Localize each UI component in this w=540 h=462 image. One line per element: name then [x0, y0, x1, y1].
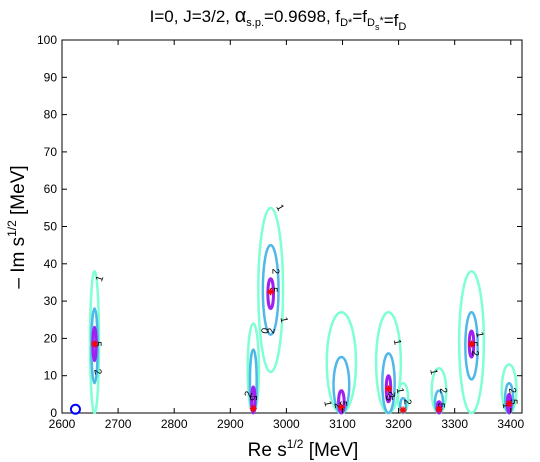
y-tick-label: 100: [37, 33, 57, 47]
contour-level-5: [250, 385, 257, 415]
contour-level-1: [88, 270, 101, 415]
pole-marker: [91, 340, 99, 348]
contour-label: 5: [507, 399, 518, 405]
contour-label: 2: [243, 389, 255, 398]
pole-marker: [267, 288, 275, 296]
y-axis-title: – Im s1/2 [MeV]: [5, 165, 29, 288]
x-tick-label: 2900: [217, 417, 244, 431]
contour-label: 1: [94, 274, 106, 283]
y-tick-label: 40: [44, 257, 58, 271]
contour-label: 0: [260, 327, 272, 335]
y-tick-label: 80: [44, 108, 58, 122]
y-tick-label: 60: [44, 182, 58, 196]
y-tick-label: 0: [50, 406, 57, 420]
pole-marker: [249, 405, 257, 413]
contour-label: 1: [391, 338, 403, 346]
pole-marker-stroke: [338, 404, 345, 411]
pole-marker: [505, 400, 513, 408]
chart-title: I=0, J=3/2, αs.p.=0.9698, fD*=fDs*=fD: [150, 5, 407, 33]
x-tick-label: 2600: [49, 417, 76, 431]
y-tick-label: 20: [44, 331, 58, 345]
contour-label: 2: [469, 351, 480, 357]
contour-label: 1: [427, 368, 439, 376]
x-tick-label: 3200: [385, 417, 412, 431]
contour-label: 1: [500, 402, 512, 410]
y-tick-label: 30: [44, 294, 58, 308]
pole-marker: [384, 385, 392, 393]
contour-label: 2: [506, 387, 518, 395]
contour-label: 2: [270, 268, 281, 274]
contour-label: 1: [394, 387, 406, 395]
contour-label: 1: [473, 331, 485, 339]
y-tick-label: 90: [44, 70, 58, 84]
pole-marker: [337, 403, 345, 411]
pole-marker-stroke: [400, 407, 407, 413]
pole-markers: [69, 288, 513, 415]
pole-marker-stroke: [506, 400, 513, 407]
open-circle-marker: [69, 403, 81, 415]
x-tick-label: 3000: [273, 417, 300, 431]
x-tick-label: 3100: [329, 417, 356, 431]
contour-label: 2: [387, 390, 399, 398]
x-tick-label: 3400: [497, 417, 524, 431]
y-tick-label: 70: [44, 145, 58, 159]
contour-label: 2: [401, 399, 412, 405]
pole-marker-stroke: [250, 405, 257, 412]
contour-level-5: [266, 277, 275, 311]
contour-label: 2: [331, 402, 343, 410]
contour-level-1: [257, 206, 285, 374]
contour-label: 2: [91, 368, 103, 376]
pole-marker: [399, 406, 407, 414]
pole-marker-stroke: [91, 341, 98, 347]
x-tick-label: 3300: [441, 417, 468, 431]
contour-label: 5: [435, 403, 446, 409]
pole-marker-stroke: [385, 385, 392, 392]
contour-label: 1: [278, 316, 290, 324]
contour-level-5: [337, 389, 346, 415]
y-tick-label: 50: [44, 220, 58, 234]
contour-level-1: [457, 270, 486, 415]
contour-label: 5: [383, 395, 394, 401]
x-tick-label: 2700: [105, 417, 132, 431]
contour-label: 1: [321, 400, 333, 408]
contour-label: 5: [337, 401, 348, 407]
contour-level-2: [261, 243, 280, 336]
contour-label: 2: [266, 327, 278, 335]
pole-marker: [468, 340, 476, 348]
contour-label: 5: [247, 395, 258, 401]
pole-marker-stroke: [436, 406, 442, 413]
contour-level-2: [381, 352, 396, 415]
x-tick-label: 2800: [161, 417, 188, 431]
contour-labels: 1252512520112515212125125251: [91, 203, 518, 410]
pole-marker: [435, 405, 443, 413]
pole-marker-stroke: [267, 288, 274, 295]
pole-marker-stroke: [468, 341, 475, 347]
contour-label: 2: [437, 387, 449, 395]
contour-label: 1: [273, 203, 286, 214]
y-tick-label: 10: [44, 369, 58, 383]
axis-ticks: 2600 2700 2800 2900 3000 3100 3200 3300 34000102…: [37, 33, 524, 431]
contour-level-2: [464, 311, 479, 381]
x-axis-title: Re s1/2 [MeV]: [248, 437, 359, 461]
